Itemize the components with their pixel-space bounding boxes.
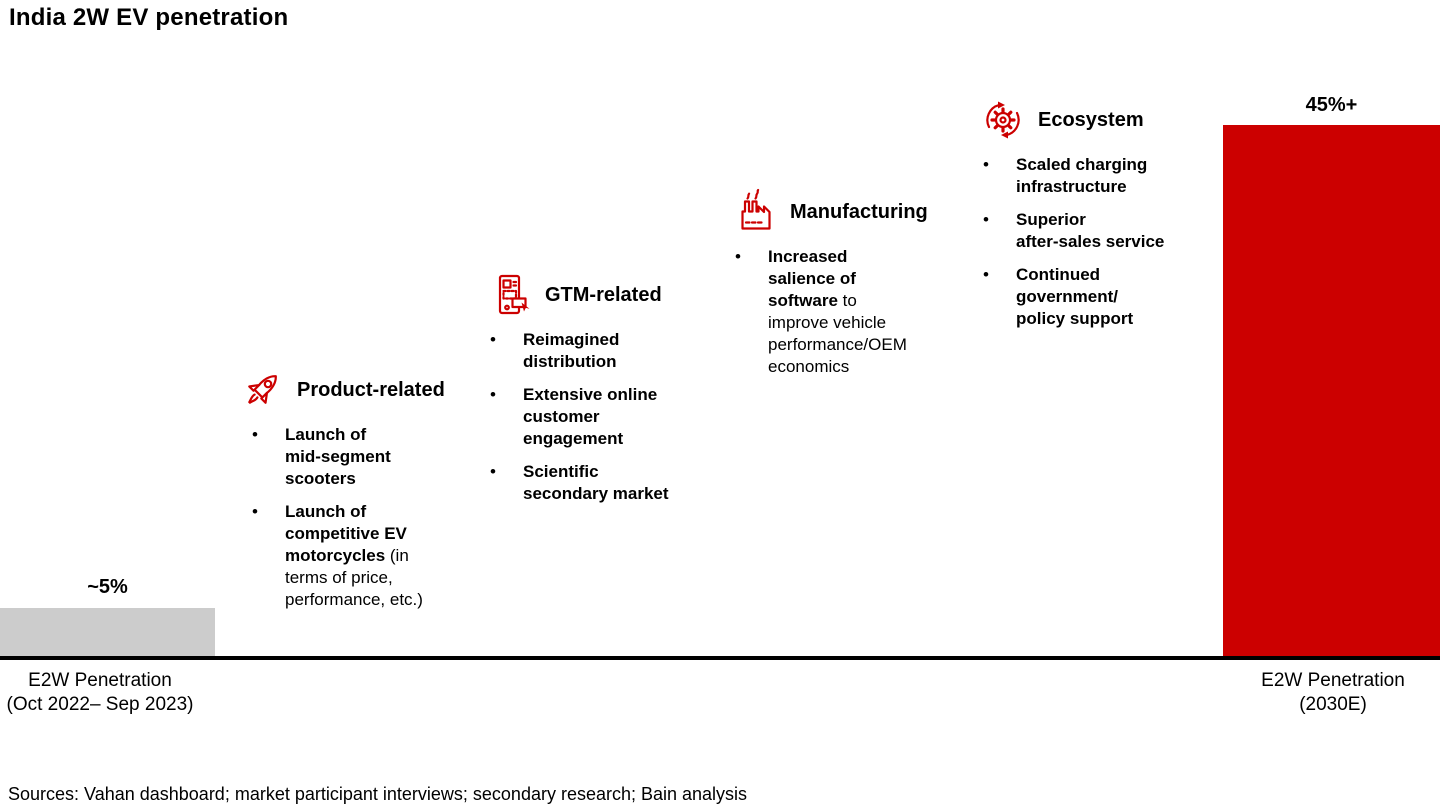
section-header: GTM-related bbox=[486, 271, 708, 319]
list-item: • Continued government/ policy support bbox=[983, 265, 1134, 328]
list-item: • Superior after-sales service bbox=[983, 210, 1165, 251]
list-item: • Reimagined distribution bbox=[490, 330, 620, 371]
axis-label-line: (2030E) bbox=[1299, 694, 1367, 715]
list-item: • Launch of competitive EV motorcycles (… bbox=[252, 502, 423, 609]
section-header: Ecosystem bbox=[979, 96, 1201, 144]
axis-label-current: E2W Penetration (Oct 2022– Sep 2023) bbox=[0, 669, 204, 717]
bullet-marker: • bbox=[252, 502, 258, 521]
bar-current-penetration bbox=[0, 608, 215, 656]
section-product-related: Product-related • Launch of mid-segment … bbox=[238, 366, 460, 622]
bar-value-label-future: 45%+ bbox=[1305, 94, 1358, 116]
bullet-list: • Scaled charging infrastructure • Super… bbox=[983, 154, 1201, 330]
axis-label-line: E2W Penetration bbox=[28, 670, 172, 691]
section-gtm-related: GTM-related • Reimagined distribution • … bbox=[486, 271, 708, 516]
x-axis-line bbox=[0, 656, 1440, 660]
section-title: GTM-related bbox=[545, 283, 662, 306]
section-ecosystem: Ecosystem • Scaled charging infrastructu… bbox=[979, 96, 1201, 341]
list-item: • Scaled charging infrastructure bbox=[983, 155, 1148, 196]
axis-label-line: E2W Penetration bbox=[1261, 670, 1405, 691]
section-manufacturing: Manufacturing • Increased salience of so… bbox=[731, 188, 953, 389]
bullet-list: • Launch of mid-segment scooters • Launc… bbox=[252, 424, 460, 611]
section-header: Product-related bbox=[238, 366, 460, 414]
gear-cycle-icon bbox=[979, 96, 1027, 144]
axis-label-future: E2W Penetration (2030E) bbox=[1229, 669, 1437, 717]
bullet-marker: • bbox=[490, 330, 496, 349]
bullet-marker: • bbox=[735, 247, 741, 266]
axis-label-line: (Oct 2022– Sep 2023) bbox=[6, 694, 194, 715]
bullet-marker: • bbox=[490, 385, 496, 404]
list-item: • Extensive online customer engagement bbox=[490, 385, 658, 448]
section-title: Ecosystem bbox=[1038, 108, 1144, 131]
list-item: • Increased salience of software to impr… bbox=[735, 247, 907, 376]
factory-icon bbox=[731, 188, 779, 236]
page-title: India 2W EV penetration bbox=[9, 4, 289, 31]
sources-note: Sources: Vahan dashboard; market partici… bbox=[8, 784, 748, 804]
bullet-marker: • bbox=[983, 210, 989, 229]
bullet-list: • Reimagined distribution • Extensive on… bbox=[490, 329, 708, 505]
bullet-marker: • bbox=[252, 425, 258, 444]
bullet-marker: • bbox=[983, 155, 989, 174]
list-item: • Scientific secondary market bbox=[490, 462, 669, 503]
list-item: • Launch of mid-segment scooters bbox=[252, 425, 391, 488]
bullet-marker: • bbox=[983, 265, 989, 284]
section-title: Manufacturing bbox=[790, 200, 928, 223]
bullet-list: • Increased salience of software to impr… bbox=[735, 246, 953, 378]
section-header: Manufacturing bbox=[731, 188, 953, 236]
rocket-icon bbox=[238, 366, 286, 414]
bar-future-penetration bbox=[1223, 125, 1440, 656]
section-title: Product-related bbox=[297, 378, 445, 401]
bar-value-label-current: ~5% bbox=[87, 576, 128, 598]
bullet-marker: • bbox=[490, 462, 496, 481]
phone-cursor-icon bbox=[486, 271, 534, 319]
